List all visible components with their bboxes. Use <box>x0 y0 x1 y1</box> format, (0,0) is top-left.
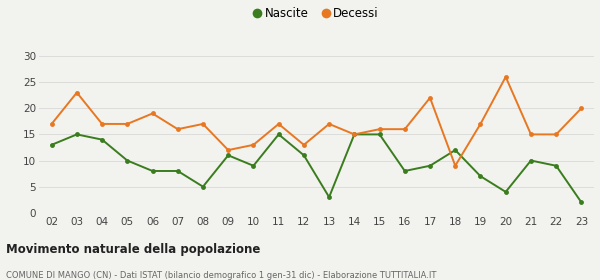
Text: COMUNE DI MANGO (CN) - Dati ISTAT (bilancio demografico 1 gen-31 dic) - Elaboraz: COMUNE DI MANGO (CN) - Dati ISTAT (bilan… <box>6 271 436 280</box>
Legend: Nascite, Decessi: Nascite, Decessi <box>250 2 383 25</box>
Text: Movimento naturale della popolazione: Movimento naturale della popolazione <box>6 243 260 256</box>
